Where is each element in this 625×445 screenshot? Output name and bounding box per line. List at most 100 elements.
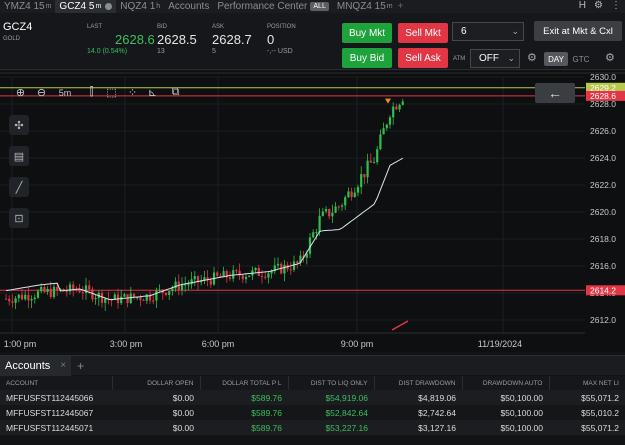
quantity-select[interactable]: 6 ⌄ (452, 22, 524, 41)
y-tick-label: 2618.0 (590, 234, 616, 244)
position-column: POSITION 0 -,-- USD (267, 24, 296, 55)
gtc-toggle[interactable]: GTC (572, 54, 590, 64)
dist-to-liq-cell: $52,842.64 (288, 405, 374, 420)
candle-body (260, 275, 264, 277)
table-row[interactable]: MFFUSFST112445066 $0.00 $589.76 $54,919.… (0, 390, 625, 405)
atm-select[interactable]: OFF ⌄ (470, 49, 520, 68)
interval-selector[interactable]: 5m (58, 87, 72, 98)
lock-icon[interactable]: ⊡ (9, 208, 29, 228)
candle-body (14, 298, 17, 303)
dist-drawdown-cell: $3,127.16 (374, 420, 462, 435)
exit-at-mkt-button[interactable]: Exit at Mkt & Cxl (534, 21, 622, 41)
sell-ask-button[interactable]: Sell Ask (398, 48, 448, 68)
tab-ymz4[interactable]: YMZ4 15 m (0, 0, 55, 13)
drawdown-auto-cell: $50,100.00 (462, 420, 549, 435)
column-header[interactable]: MAX NET LI (549, 376, 625, 390)
last-label: LAST (87, 24, 103, 30)
all-badge: ALL (310, 2, 329, 11)
buy-mkt-button[interactable]: Buy Mkt (342, 23, 392, 43)
indicators-icon[interactable]: ⁘ (127, 87, 138, 99)
day-toggle[interactable]: DAY (544, 52, 568, 66)
candle-body (65, 291, 68, 293)
candle-body (356, 187, 360, 193)
candle-body (347, 191, 350, 198)
more-icon[interactable]: ⋮ (611, 0, 621, 11)
back-arrow-icon[interactable]: ← (535, 83, 575, 103)
buy-bid-button[interactable]: Buy Bid (342, 48, 392, 68)
position-value: 0 (267, 32, 275, 47)
chart-type-icon[interactable]: ⫿ (89, 86, 94, 98)
tif-gear-icon[interactable]: ⚙ (605, 52, 615, 64)
candle-body (382, 128, 385, 135)
close-icon[interactable]: × (60, 360, 67, 371)
help-icon[interactable]: H (578, 0, 587, 11)
x-tick-label: 6:00 pm (202, 339, 235, 349)
candle-body (283, 264, 286, 274)
dist-drawdown-cell: $2,742.64 (374, 405, 462, 420)
candle-body (24, 294, 27, 300)
candle-body (8, 298, 11, 302)
zoom-out-icon[interactable]: ⊖ (36, 87, 47, 99)
column-header[interactable]: DIST DRAWDOWN (374, 376, 463, 390)
candle-body (222, 271, 225, 277)
add-tab-icon[interactable]: + (77, 358, 85, 373)
total-pl-cell: $589.76 (200, 390, 288, 405)
crosshair-select-icon[interactable]: ⬚ (106, 87, 117, 99)
accounts-tab[interactable]: Accounts × (0, 355, 72, 376)
position-pnl: -,-- USD (267, 48, 293, 55)
candle-body (232, 270, 235, 279)
candle-body (72, 284, 75, 290)
candle-body (78, 289, 81, 293)
table-row[interactable]: MFFUSFST112445067 $0.00 $589.76 $52,842.… (0, 405, 625, 420)
candle-body (395, 106, 398, 110)
candle-body (33, 297, 36, 300)
candle-body (30, 299, 33, 301)
column-header[interactable]: ACCOUNT (0, 376, 113, 390)
quote-panel: GCZ4 GOLD LAST 2628.6 14.0 (0.54%) BID 2… (0, 13, 625, 70)
column-header[interactable]: DRAWDOWN AUTO (462, 376, 550, 390)
atm-value: OFF (479, 53, 499, 64)
tab-performance-center[interactable]: Performance Center ALL (213, 0, 333, 13)
notes-tool-icon[interactable]: ▤ (9, 146, 29, 166)
total-pl-cell: $589.76 (200, 420, 288, 435)
gear-icon[interactable]: ⚙ (594, 0, 603, 11)
bid-price: 2628.5 (157, 32, 197, 47)
candle-body (299, 255, 302, 264)
candle-body (235, 270, 238, 272)
price-marker-bg (586, 82, 625, 93)
symbol-name[interactable]: GCZ4 (3, 21, 33, 33)
candle-body (276, 263, 280, 266)
tab-mnqz4[interactable]: MNQZ4 15 m + (333, 0, 408, 13)
column-header[interactable]: DIST TO LIQ ONLY (288, 376, 375, 390)
chart-canvas[interactable]: 2630.0 2628.0 2626.0 2624.0 2622.0 2620.0 2618… (0, 71, 625, 352)
candle-body (152, 300, 155, 302)
line-tool-icon[interactable]: ╱ (9, 177, 29, 197)
price-chart[interactable]: 2630.0 2628.0 2626.0 2624.0 2622.0 2620.0 2618… (0, 71, 625, 352)
x-tick-label: 11/19/2024 (478, 339, 522, 349)
drawing-tools-icon[interactable]: ⊾ (147, 87, 158, 99)
tab-accounts[interactable]: Accounts (164, 0, 213, 13)
table-row[interactable]: MFFUSFST112445071 $0.00 $589.76 $53,227.… (0, 420, 625, 435)
candle-body (155, 290, 158, 301)
crosshair-tool-icon[interactable]: ✣ (9, 115, 29, 135)
candle-body (145, 294, 148, 301)
column-header[interactable]: DOLLAR OPEN (112, 376, 201, 390)
zoom-in-icon[interactable]: ⊕ (15, 87, 26, 99)
candle-body (392, 106, 395, 118)
candle-body (241, 275, 244, 280)
account-cell: MFFUSFST112445071 (0, 420, 112, 435)
atm-label: ATM (453, 56, 466, 62)
atm-gear-icon[interactable]: ⚙ (527, 52, 537, 64)
dist-to-liq-cell: $54,919.06 (288, 390, 374, 405)
sell-mkt-button[interactable]: Sell Mkt (398, 23, 448, 43)
plus-icon[interactable]: + (397, 1, 404, 12)
candle-body (270, 271, 273, 274)
tab-interval: m (95, 3, 102, 10)
layout-icon[interactable]: ⧉ (171, 86, 180, 98)
candle-body (196, 276, 200, 283)
tab-label: GCZ4 5 (59, 1, 95, 12)
tab-label: NQZ4 1 (120, 1, 156, 12)
column-header[interactable]: DOLLAR TOTAL P L (200, 376, 289, 390)
